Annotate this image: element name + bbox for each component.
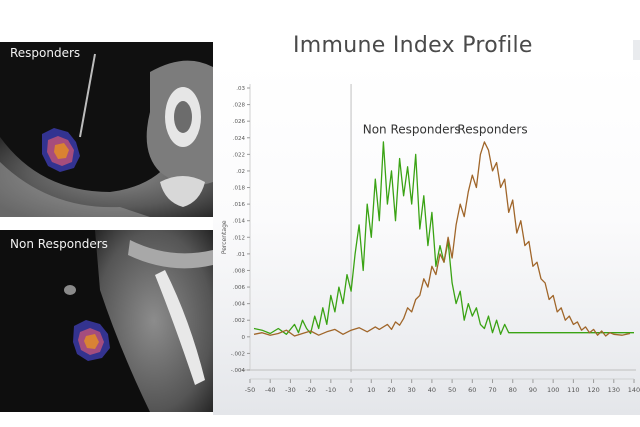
immune-index-chart: -.004 -.002 0 .002 .004 .006 .008 .01 .012 .014 .0… <box>213 60 640 415</box>
ct-image-responders: Responders <box>0 42 213 217</box>
y-tick-label: .008 <box>233 268 246 274</box>
x-tick-label: 60 <box>468 386 476 394</box>
ct-image-non-responders: Non Responders <box>0 230 213 412</box>
y-tick-label: .018 <box>233 186 246 192</box>
chart-title: Immune Index Profile <box>293 33 533 58</box>
y-tick-label: .028 <box>233 103 246 109</box>
annotation-responders: Responders <box>457 123 527 137</box>
x-tick-label: -20 <box>305 386 316 394</box>
y-tick-label: -.002 <box>231 351 245 357</box>
y-tick-label: .026 <box>233 119 246 125</box>
ct-label-responders: Responders <box>10 46 81 60</box>
y-tick-label: -.004 <box>231 368 246 374</box>
y-tick-label: .01 <box>236 252 245 258</box>
series-line-responders <box>253 141 631 337</box>
series-line-non-responders <box>253 141 634 335</box>
x-tick-label: 50 <box>448 386 456 394</box>
y-tick-label: .02 <box>236 169 245 175</box>
x-tick-label: 80 <box>509 386 517 394</box>
y-axis-label: Percentage <box>221 220 228 254</box>
x-tick-label: 70 <box>488 386 496 394</box>
y-tick-label: .006 <box>233 285 246 291</box>
x-tick-label: 0 <box>349 386 353 394</box>
x-tick-label: 140 <box>628 386 640 394</box>
x-tick-label: 10 <box>367 386 375 394</box>
y-tick-label: .022 <box>233 152 245 158</box>
y-tick-label: .014 <box>233 219 246 225</box>
decorative-strip <box>633 40 640 70</box>
x-tick-label: 100 <box>547 386 559 394</box>
x-tick-label: -40 <box>265 386 276 394</box>
x-tick-label: 20 <box>387 386 395 394</box>
y-tick-label: .012 <box>233 235 245 241</box>
ct-scan-image-top <box>0 42 213 217</box>
x-tick-label: 30 <box>408 386 416 394</box>
annotation-non-responders: Non Responders <box>363 123 461 137</box>
x-tick-label: -50 <box>245 386 256 394</box>
ct-scan-image-bottom <box>0 230 213 412</box>
chart-background <box>213 60 640 415</box>
y-tick-label: .002 <box>233 318 245 324</box>
y-tick-label: 0 <box>242 335 246 341</box>
ct-label-non-responders: Non Responders <box>10 237 108 251</box>
x-tick-label: 120 <box>587 386 599 394</box>
x-tick-label: 40 <box>428 386 436 394</box>
x-tick-label: 130 <box>608 386 620 394</box>
x-tick-label: 110 <box>567 386 579 394</box>
y-tick-label: .024 <box>233 136 246 142</box>
y-tick-label: .004 <box>233 302 246 308</box>
x-tick-label: -10 <box>326 386 337 394</box>
y-tick-label: .03 <box>236 86 245 92</box>
x-tick-label: -30 <box>285 386 296 394</box>
x-tick-label: 90 <box>529 386 537 394</box>
y-tick-label: .016 <box>233 202 246 208</box>
